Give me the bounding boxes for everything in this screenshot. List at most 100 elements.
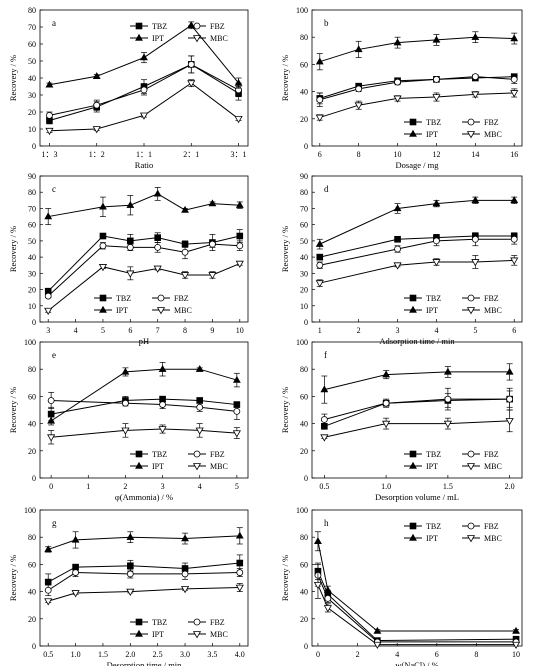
x-tick-label: 2: [123, 482, 127, 491]
legend-marker: [157, 294, 165, 302]
series-tbz: [316, 232, 518, 261]
data-point: [139, 112, 149, 120]
x-tick-label: 6: [128, 326, 132, 335]
legend-label: MBC: [484, 462, 502, 471]
data-point: [126, 588, 135, 597]
y-tick-label: 70: [300, 204, 308, 213]
legend-label: IPT: [426, 534, 438, 543]
data-point: [196, 397, 204, 404]
legend-marker: [409, 450, 417, 458]
data-point: [46, 112, 53, 119]
legend-marker: [156, 307, 166, 315]
y-tick-label: 80: [300, 188, 308, 197]
data-point: [382, 399, 390, 407]
data-point: [99, 202, 107, 210]
data-point: [432, 199, 441, 207]
y-tick-label: 0: [304, 474, 308, 483]
y-tick-label: 50: [28, 57, 36, 66]
x-tick-label: 2.5: [153, 650, 163, 659]
legend: TBZ FBZ IPT MBC: [404, 118, 502, 139]
data-point: [471, 235, 479, 243]
y-tick-label: 70: [28, 23, 36, 32]
data-point: [510, 34, 519, 42]
legend-marker: [193, 618, 201, 626]
legend: TBZ FBZ IPT MBC: [404, 294, 502, 315]
legend-marker: [192, 35, 202, 43]
data-point: [316, 96, 324, 104]
data-point: [99, 232, 107, 240]
data-point: [320, 385, 329, 393]
data-point: [92, 126, 101, 134]
x-tick-label: 6: [435, 650, 439, 659]
series-ipt: [44, 527, 244, 553]
series-line: [317, 541, 517, 632]
x-tick-label: 8: [183, 326, 187, 335]
series-line: [319, 259, 515, 284]
data-point: [154, 234, 161, 241]
data-point: [44, 586, 52, 594]
data-point: [510, 235, 518, 243]
legend-label: TBZ: [426, 294, 441, 303]
x-axis-label: Desorption time / min: [107, 660, 183, 666]
data-point: [44, 578, 52, 586]
legend-label: TBZ: [426, 118, 441, 127]
data-point: [47, 416, 56, 424]
series-line: [319, 36, 515, 63]
series-fbz: [46, 55, 242, 120]
y-tick-label: 0: [304, 642, 308, 651]
x-tick-label: 3：1: [231, 150, 247, 159]
legend: TBZ FBZ IPT MBC: [130, 618, 228, 639]
x-tick-label: 6: [318, 150, 322, 159]
panel-f: 0 20 40 60 80 100 0.5 1.0 1.5 2.0 Desorption volum…: [280, 338, 523, 502]
data-point: [506, 395, 514, 403]
y-tick-label: 80: [28, 188, 36, 197]
y-tick-label: 60: [300, 60, 308, 69]
y-tick-label: 40: [300, 253, 308, 262]
data-point: [394, 78, 401, 86]
data-point: [323, 586, 332, 593]
legend-marker: [135, 22, 143, 30]
x-tick-label: 5: [473, 326, 477, 335]
series-mbc: [44, 260, 244, 316]
x-tick-label: 0: [316, 650, 320, 659]
series-ipt: [314, 531, 520, 634]
y-tick-label: 60: [300, 392, 308, 401]
data-point: [236, 232, 244, 240]
data-point: [505, 367, 514, 375]
y-tick-label: 90: [28, 172, 36, 181]
y-tick-label: 80: [28, 533, 36, 542]
series-line: [319, 76, 515, 101]
series-line: [47, 263, 240, 312]
y-tick-label: 60: [28, 560, 36, 569]
y-axis-label: Recovery / %: [280, 555, 290, 601]
series-fbz: [44, 568, 244, 597]
series-mbc: [313, 570, 521, 650]
data-point: [208, 199, 217, 207]
data-point: [512, 626, 520, 634]
series-mbc: [47, 423, 241, 445]
y-tick-label: 30: [28, 269, 36, 278]
y-tick-label: 0: [32, 142, 36, 151]
data-point: [121, 427, 130, 435]
y-tick-label: 10: [300, 302, 308, 311]
legend-label: MBC: [484, 130, 502, 139]
y-tick-label: 20: [28, 108, 36, 117]
legend-marker: [409, 118, 417, 126]
legend: TBZ FBZ IPT MBC: [94, 294, 192, 315]
y-axis-label: Recovery / %: [8, 555, 18, 601]
y-tick-label: 60: [28, 221, 36, 230]
x-tick-label: 16: [510, 150, 518, 159]
panel-e: 0 20 40 60 80 100 0 1 2 3 4 5 φ(Ammonia) / % Recovery…: [8, 338, 249, 502]
data-point: [235, 584, 244, 592]
data-point: [127, 237, 134, 245]
x-axis-label: Ratio: [135, 160, 153, 170]
series-line: [319, 92, 515, 118]
panel-g: 0 20 40 60 80 100 0.5 1.0 1.5 2.0 2.5 3.0 3.5 4.0 Deso…: [8, 506, 249, 666]
plot-frame: [311, 341, 523, 479]
series-line: [317, 571, 517, 642]
series-line: [317, 584, 517, 646]
y-tick-label: 0: [304, 142, 308, 151]
data-point: [126, 532, 135, 540]
plot-frame: [311, 175, 523, 323]
panel-b: 0 20 40 60 80 100 6 8 10 12 14 16 Dosage / mg Recover…: [280, 6, 523, 170]
